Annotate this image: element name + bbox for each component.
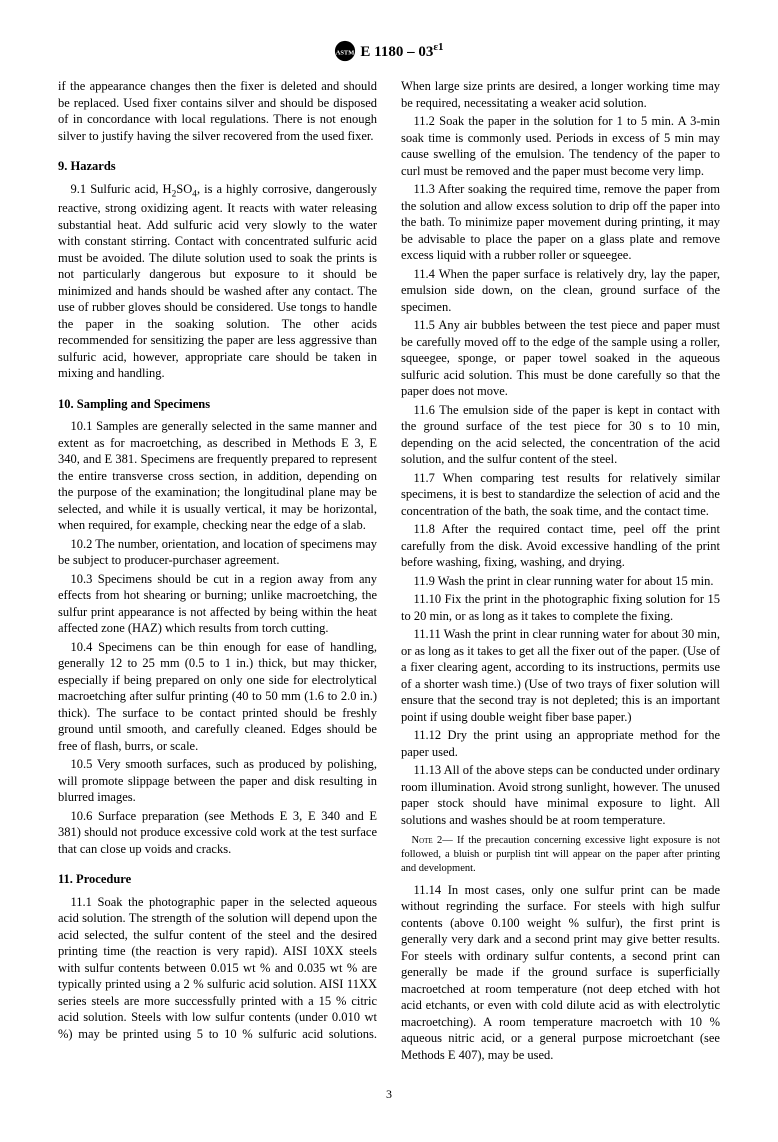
para-11-10: 11.10 Fix the print in the photographic … <box>401 591 720 624</box>
designation-text: E 1180 – 03ε1 <box>360 41 443 61</box>
astm-logo-icon: ASTM <box>334 40 356 62</box>
para-9-1: 9.1 Sulfuric acid, H2SO4, is a highly co… <box>58 181 377 382</box>
para-10-6: 10.6 Surface preparation (see Methods E … <box>58 808 377 858</box>
para-11-4: 11.4 When the paper surface is relativel… <box>401 266 720 316</box>
para-11-9: 11.9 Wash the print in clear running wat… <box>401 573 720 590</box>
para-9-1-a: 9.1 Sulfuric acid, H <box>71 182 172 196</box>
svg-text:ASTM: ASTM <box>336 50 355 57</box>
para-11-7: 11.7 When comparing test results for rel… <box>401 470 720 520</box>
content-columns: if the appearance changes then the fixer… <box>58 78 720 1063</box>
para-9-1-b: SO <box>176 182 192 196</box>
section-9-title: 9. Hazards <box>58 158 377 175</box>
para-11-8: 11.8 After the required contact time, pe… <box>401 521 720 571</box>
para-11-6: 11.6 The emulsion side of the paper is k… <box>401 402 720 468</box>
para-10-3: 10.3 Specimens should be cut in a region… <box>58 571 377 637</box>
para-9-1-c: , is a highly corrosive, dangerously rea… <box>58 182 377 381</box>
note-2: Note 2— If the precaution concerning exc… <box>401 834 720 876</box>
para-11-2: 11.2 Soak the paper in the solution for … <box>401 113 720 179</box>
para-11-11: 11.11 Wash the print in clear running wa… <box>401 626 720 725</box>
section-10-title: 10. Sampling and Specimens <box>58 396 377 413</box>
page: ASTM E 1180 – 03ε1 if the appearance cha… <box>0 0 778 1142</box>
para-11-13: 11.13 All of the above steps can be cond… <box>401 762 720 828</box>
continuation-para: if the appearance changes then the fixer… <box>58 78 377 144</box>
para-10-2: 10.2 The number, orientation, and locati… <box>58 536 377 569</box>
page-header: ASTM E 1180 – 03ε1 <box>58 40 720 62</box>
para-10-4: 10.4 Specimens can be thin enough for ea… <box>58 639 377 755</box>
para-11-5: 11.5 Any air bubbles between the test pi… <box>401 317 720 400</box>
para-11-12: 11.12 Dry the print using an appropriate… <box>401 727 720 760</box>
para-10-1: 10.1 Samples are generally selected in t… <box>58 418 377 534</box>
para-11-14: 11.14 In most cases, only one sulfur pri… <box>401 882 720 1064</box>
section-11-title: 11. Procedure <box>58 871 377 888</box>
para-11-3: 11.3 After soaking the required time, re… <box>401 181 720 264</box>
para-10-5: 10.5 Very smooth surfaces, such as produ… <box>58 756 377 806</box>
designation-code: E 1180 – 03 <box>360 44 433 60</box>
epsilon-sup: ε1 <box>433 41 443 53</box>
page-number: 3 <box>58 1087 720 1102</box>
note-2-label: Note 2— <box>412 835 453 846</box>
